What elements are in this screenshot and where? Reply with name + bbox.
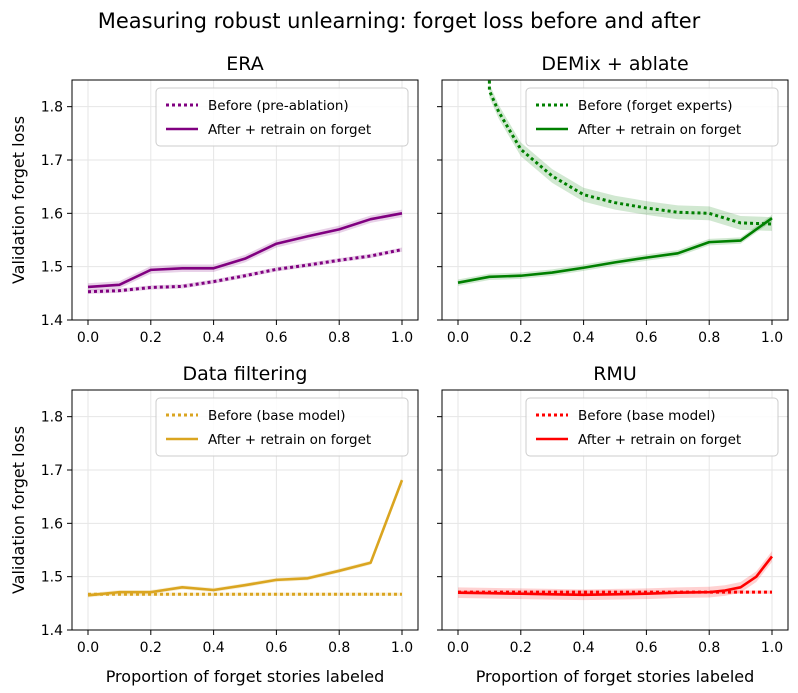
legend: Before (base model) After + retrain on fo… xyxy=(525,397,779,457)
x-tick-label: 0.8 xyxy=(328,640,350,656)
axes-frame xyxy=(71,79,419,321)
series-band-1 xyxy=(88,209,402,291)
series-line-after xyxy=(457,555,774,597)
y-tick-label: 1.8 xyxy=(41,410,63,426)
x-tick-label: 0.2 xyxy=(510,330,532,346)
y-tick-label: 1.7 xyxy=(41,153,63,169)
series-band-0 xyxy=(88,247,402,294)
axes-frame xyxy=(441,389,789,631)
series-line-after xyxy=(87,479,404,597)
y-axis-label: Validation forget loss xyxy=(9,426,28,594)
y-tick-label: 1.6 xyxy=(41,516,63,532)
panel-title: ERA xyxy=(226,53,263,75)
x-tick-label: 0.2 xyxy=(510,640,532,656)
legend-label-1: After + retrain on forget xyxy=(578,432,741,448)
legend-box xyxy=(155,87,409,147)
y-tick-label: 1.6 xyxy=(41,206,63,222)
legend-label-0: Before (pre-ablation) xyxy=(208,98,349,114)
x-tick-label: 0.2 xyxy=(140,330,162,346)
plot-area xyxy=(457,80,773,286)
series-line-after xyxy=(457,217,773,284)
plot-area xyxy=(457,551,774,601)
y-tick-label: 1.8 xyxy=(41,100,63,116)
x-tick-label: 0.8 xyxy=(328,330,350,346)
legend: Before (forget experts) After + retrain o… xyxy=(525,87,779,147)
legend-label-0: Before (base model) xyxy=(578,408,715,424)
x-tick-label: 0.4 xyxy=(202,640,224,656)
x-tick-label: 0.0 xyxy=(77,640,99,656)
figure-suptitle: Measuring robust unlearning: forget loss… xyxy=(98,9,701,33)
panel-3: 0.0 0.2 0.4 0.6 0.8 1.0 RMU Proportion of forge… xyxy=(437,363,789,686)
x-tick-label: 0.0 xyxy=(447,640,469,656)
y-tick-label: 1.7 xyxy=(41,463,63,479)
x-tick-label: 0.4 xyxy=(202,330,224,346)
x-tick-label: 0.6 xyxy=(265,640,287,656)
panel-title: DEMix + ablate xyxy=(541,53,688,75)
series-line-before xyxy=(487,80,773,226)
y-tick-label: 1.5 xyxy=(41,260,63,276)
panels-container: 0.0 0.2 0.4 0.6 0.8 1.0 1.4 1.5 1.6 1.7 1.8 ERA Vali… xyxy=(9,53,789,686)
series-band-1 xyxy=(458,551,772,601)
plot-area xyxy=(87,209,403,294)
series-band-1 xyxy=(88,478,402,598)
legend-label-1: After + retrain on forget xyxy=(578,122,741,138)
axes-frame xyxy=(71,389,419,631)
panel-2: 0.0 0.2 0.4 0.6 0.8 1.0 1.4 1.5 1.6 1.7 1.8 Data fi… xyxy=(9,363,419,686)
series-band-1 xyxy=(458,214,772,286)
y-tick-label: 1.5 xyxy=(41,570,63,586)
x-tick-label: 0.6 xyxy=(635,330,657,346)
x-axis-label: Proportion of forget stories labeled xyxy=(106,667,385,686)
plot-area xyxy=(87,478,404,598)
panel-title: Data filtering xyxy=(183,363,308,385)
x-tick-label: 0.4 xyxy=(572,640,594,656)
x-tick-label: 0.2 xyxy=(140,640,162,656)
series-line-after xyxy=(87,212,403,289)
legend-box xyxy=(155,397,409,457)
x-tick-label: 0.6 xyxy=(635,640,657,656)
legend-box xyxy=(525,397,779,457)
y-tick-label: 1.4 xyxy=(41,313,63,329)
x-axis-label: Proportion of forget stories labeled xyxy=(476,667,755,686)
panel-1: 0.0 0.2 0.4 0.6 0.8 1.0 DEMix + ablate Before (… xyxy=(437,53,789,346)
legend-label-1: After + retrain on forget xyxy=(208,432,371,448)
legend: Before (base model) After + retrain on fo… xyxy=(155,397,409,457)
x-tick-label: 1.0 xyxy=(761,640,783,656)
x-tick-label: 0.0 xyxy=(77,330,99,346)
legend: Before (pre-ablation) After + retrain on … xyxy=(155,87,409,147)
x-tick-label: 0.6 xyxy=(265,330,287,346)
legend-label-1: After + retrain on forget xyxy=(208,122,371,138)
x-tick-label: 0.8 xyxy=(698,640,720,656)
x-tick-label: 0.0 xyxy=(447,330,469,346)
legend-label-0: Before (base model) xyxy=(208,408,345,424)
series-line-before xyxy=(87,248,403,294)
legend-box xyxy=(525,87,779,147)
legend-label-0: Before (forget experts) xyxy=(578,98,733,114)
x-tick-label: 0.8 xyxy=(698,330,720,346)
series-band-0 xyxy=(489,80,772,231)
y-axis-label: Validation forget loss xyxy=(9,116,28,284)
panel-title: RMU xyxy=(593,363,637,385)
axes-frame xyxy=(441,79,789,321)
x-tick-label: 1.0 xyxy=(761,330,783,346)
panel-0: 0.0 0.2 0.4 0.6 0.8 1.0 1.4 1.5 1.6 1.7 1.8 ERA Vali… xyxy=(9,53,419,346)
x-tick-label: 1.0 xyxy=(391,640,413,656)
x-tick-label: 1.0 xyxy=(391,330,413,346)
x-tick-label: 0.4 xyxy=(572,330,594,346)
y-tick-label: 1.4 xyxy=(41,623,63,639)
